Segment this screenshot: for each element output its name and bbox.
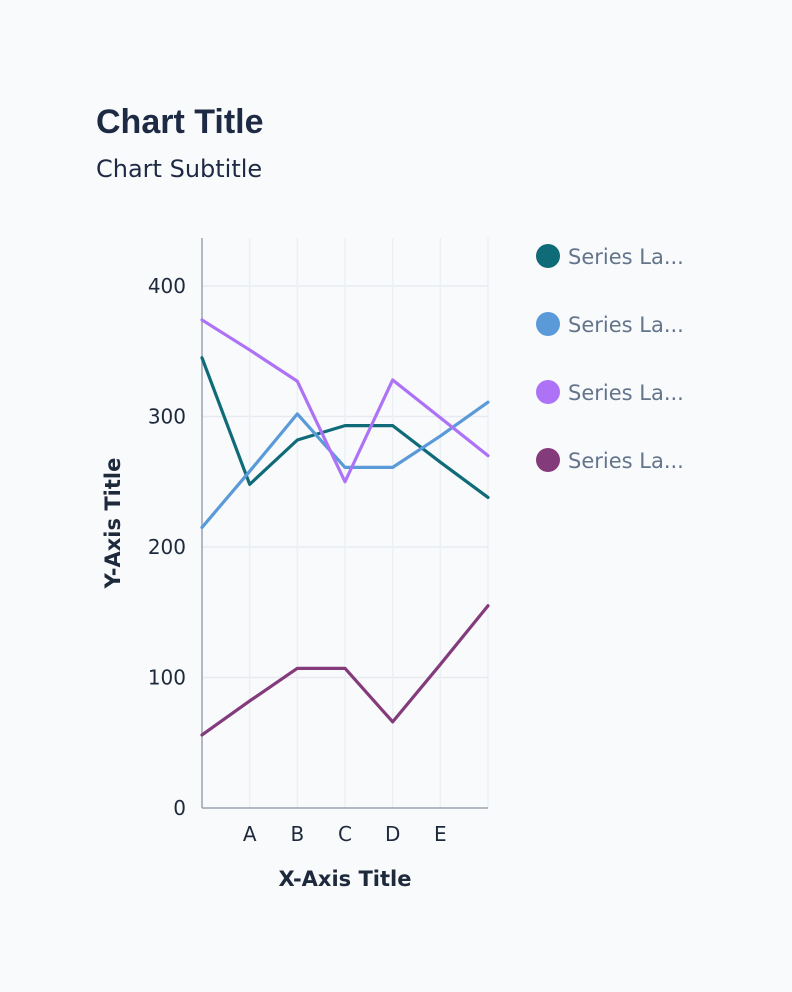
legend-label: Series La... — [568, 245, 684, 269]
chart-subtitle: Chart Subtitle — [96, 155, 263, 183]
y-tick-label: 100 — [148, 666, 186, 690]
x-tick-label: A — [243, 822, 257, 846]
chart-title: Chart Title — [96, 103, 264, 141]
series-line-4 — [200, 604, 490, 737]
grid-lines — [202, 238, 489, 808]
series-line-1 — [200, 356, 490, 500]
legend-label: Series La... — [568, 449, 684, 473]
x-tick-label: B — [290, 822, 304, 846]
series-line-2 — [200, 400, 490, 530]
legend-marker — [536, 312, 560, 336]
y-axis-title: Y-Axis Title — [101, 458, 125, 590]
y-tick-label: 300 — [148, 405, 186, 429]
series-lines — [200, 318, 490, 737]
legend-item: Series La... — [536, 312, 684, 337]
y-tick-label: 0 — [173, 796, 186, 820]
y-tick-label: 400 — [148, 274, 186, 298]
x-tick-label: E — [434, 822, 447, 846]
legend: Series La... Series La... Series La... Seri… — [536, 244, 684, 473]
x-axis-ticks: A B C D E — [243, 822, 447, 846]
legend-item: Series La... — [536, 380, 684, 405]
legend-marker — [536, 380, 560, 404]
x-tick-label: D — [385, 822, 400, 846]
x-tick-label: C — [338, 822, 352, 846]
y-axis-ticks: 0 100 200 300 400 — [148, 274, 186, 820]
legend-item: Series La... — [536, 244, 684, 269]
legend-marker — [536, 244, 560, 268]
legend-label: Series La... — [568, 381, 684, 405]
legend-item: Series La... — [536, 448, 684, 473]
legend-label: Series La... — [568, 313, 684, 337]
axes — [201, 238, 488, 809]
y-tick-label: 200 — [148, 535, 186, 559]
series-line-3 — [200, 318, 490, 484]
legend-marker — [536, 448, 560, 472]
x-axis-title: X-Axis Title — [278, 867, 411, 891]
